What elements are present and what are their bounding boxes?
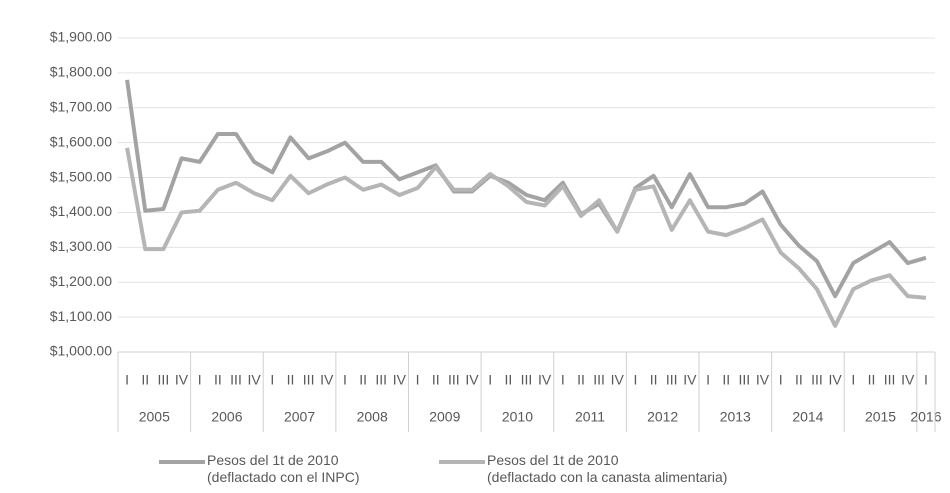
x-tick-label: IV <box>248 372 262 388</box>
x-tick-label: I <box>270 372 274 388</box>
x-tick-label: II <box>868 372 876 388</box>
x-tick-label: I <box>706 372 710 388</box>
x-tick-label: II <box>795 372 803 388</box>
x-tick-label: I <box>416 372 420 388</box>
x-tick-label: II <box>577 372 585 388</box>
year-label: 2013 <box>720 409 751 425</box>
x-tick-label: IV <box>829 372 843 388</box>
year-label: 2011 <box>575 409 605 425</box>
year-label: 2010 <box>502 409 533 425</box>
x-tick-label: III <box>375 372 387 388</box>
x-tick-label: IV <box>175 372 189 388</box>
year-label: 2007 <box>284 409 315 425</box>
x-tick-label: II <box>722 372 730 388</box>
year-label: 2006 <box>211 409 242 425</box>
x-tick-label: III <box>230 372 242 388</box>
x-tick-label: I <box>924 372 928 388</box>
y-tick-label: $1,400.00 <box>50 203 112 219</box>
y-tick-label: $1,600.00 <box>50 133 112 149</box>
x-tick-label: IV <box>538 372 552 388</box>
y-tick-label: $1,900.00 <box>50 29 112 45</box>
legend-swatch <box>439 460 485 464</box>
x-tick-label: IV <box>611 372 625 388</box>
x-tick-label: IV <box>393 372 407 388</box>
year-label: 2009 <box>429 409 460 425</box>
y-tick-label: $1,500.00 <box>50 168 112 184</box>
legend-label: Pesos del 1t de 2010 (deflactado con el … <box>207 452 360 485</box>
x-tick-label: IV <box>901 372 915 388</box>
x-tick-label: II <box>214 372 222 388</box>
y-tick-label: $1,800.00 <box>50 64 112 80</box>
x-tick-label: III <box>884 372 896 388</box>
x-tick-label: IV <box>465 372 479 388</box>
x-tick-label: I <box>343 372 347 388</box>
x-tick-label: III <box>593 372 605 388</box>
x-tick-label: II <box>650 372 658 388</box>
year-label: 2008 <box>357 409 388 425</box>
x-tick-label: II <box>504 372 512 388</box>
y-tick-label: $1,200.00 <box>50 273 112 289</box>
x-tick-label: I <box>561 372 565 388</box>
y-tick-label: $1,700.00 <box>50 98 112 114</box>
series-line <box>125 147 927 328</box>
x-tick-label: II <box>141 372 149 388</box>
x-tick-label: III <box>666 372 678 388</box>
year-label: 2016 <box>910 409 941 425</box>
year-label: 2015 <box>865 409 896 425</box>
x-tick-label: III <box>521 372 533 388</box>
legend-entry: Pesos del 1t de 2010 (deflactado con la … <box>439 452 728 486</box>
x-tick-label: IV <box>320 372 334 388</box>
x-tick-label: III <box>448 372 460 388</box>
series-line <box>125 79 927 299</box>
x-tick-label: IV <box>756 372 770 388</box>
x-tick-label: II <box>432 372 440 388</box>
year-label: 2005 <box>139 409 170 425</box>
x-tick-label: IV <box>683 372 697 388</box>
x-tick-label: III <box>739 372 751 388</box>
x-tick-label: I <box>851 372 855 388</box>
x-tick-label: III <box>158 372 170 388</box>
legend-entry: Pesos del 1t de 2010 (deflactado con el … <box>159 452 360 486</box>
y-tick-label: $1,100.00 <box>50 308 112 324</box>
x-tick-label: I <box>488 372 492 388</box>
y-tick-label: $1,000.00 <box>50 343 112 359</box>
x-tick-label: III <box>811 372 823 388</box>
x-tick-label: I <box>779 372 783 388</box>
legend-label: Pesos del 1t de 2010 (deflactado con la … <box>487 452 728 485</box>
x-tick-label: II <box>287 372 295 388</box>
year-label: 2014 <box>792 409 823 425</box>
x-tick-label: I <box>125 372 129 388</box>
x-tick-label: I <box>198 372 202 388</box>
y-tick-label: $1,300.00 <box>50 238 112 254</box>
x-tick-label: I <box>633 372 637 388</box>
legend-swatch <box>159 460 205 464</box>
x-tick-label: III <box>303 372 315 388</box>
x-tick-label: II <box>359 372 367 388</box>
year-label: 2012 <box>647 409 678 425</box>
